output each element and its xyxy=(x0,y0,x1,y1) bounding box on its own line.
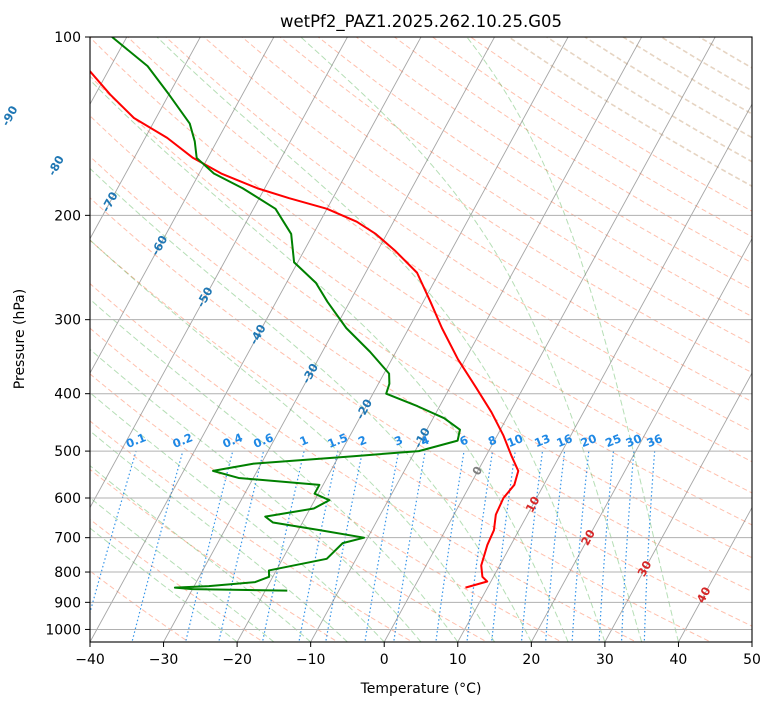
x-tick-label: −10 xyxy=(296,652,326,668)
mixing-ratio-label: 30 xyxy=(624,431,644,450)
chart-title: wetPf2_PAZ1.2025.262.10.25.G05 xyxy=(280,12,562,32)
isotherm-label: 20 xyxy=(578,527,598,548)
dry-adiabat xyxy=(356,37,752,290)
plot-area xyxy=(90,37,752,642)
moist-adiabat xyxy=(156,37,606,642)
mixing-ratio-label: 13 xyxy=(532,431,552,450)
dry-adiabat xyxy=(165,37,752,432)
mixing-ratio-line xyxy=(131,450,184,642)
mixing-ratio-label: 20 xyxy=(579,431,599,450)
isotherm-line xyxy=(163,37,496,642)
x-tick-label: −40 xyxy=(75,652,105,668)
isotherm-label: 40 xyxy=(694,584,714,605)
isotherm-label: 10 xyxy=(523,494,543,515)
moist-adiabat xyxy=(90,167,532,642)
moist-adiabat xyxy=(90,497,275,642)
x-tick-label: 0 xyxy=(380,652,389,668)
axes: −40 −30 −20 −10 0 10 20 30 40 50 100 200 300 400 500 60… xyxy=(45,30,761,668)
y-axis-label: Pressure (hPa) xyxy=(12,289,28,389)
dry-adiabat xyxy=(90,37,752,494)
mixing-ratio-line xyxy=(298,450,339,642)
x-tick-label: 20 xyxy=(522,652,540,668)
isotherm-line xyxy=(90,37,348,509)
mixing-ratio-label: 25 xyxy=(603,431,623,450)
x-tick-label: −20 xyxy=(222,652,252,668)
dry-adiabat xyxy=(90,327,563,642)
y-tick-label: 700 xyxy=(54,531,81,547)
dry-adiabat xyxy=(127,37,752,463)
x-axis-label: Temperature (°C) xyxy=(360,681,482,697)
y-tick-label: 100 xyxy=(54,30,81,46)
moist-adiabat xyxy=(90,239,495,642)
mixing-ratio-line xyxy=(643,451,656,642)
isotherm-line xyxy=(310,37,643,642)
temperature-profile xyxy=(90,69,520,589)
y-tick-label: 500 xyxy=(54,444,81,460)
y-tick-label: 400 xyxy=(54,387,81,403)
mixing-ratio-line xyxy=(185,450,234,642)
dry-adiabat xyxy=(90,115,752,559)
isotherm-line xyxy=(604,372,752,642)
y-tick-label: 300 xyxy=(54,313,81,329)
x-tick-label: 30 xyxy=(596,652,614,668)
mixing-ratio-line xyxy=(364,450,400,642)
x-tick-label: 10 xyxy=(449,652,467,668)
moist-adiabat xyxy=(466,37,679,642)
y-tick-label: 900 xyxy=(54,595,81,611)
x-tick-label: 50 xyxy=(743,652,761,668)
dry-adiabat xyxy=(203,37,752,403)
dewpoint-profile xyxy=(111,37,461,592)
dry-adiabat xyxy=(90,468,339,642)
x-tick-label: 40 xyxy=(670,652,688,668)
mixing-ratio-line xyxy=(218,450,265,642)
isotherm-line xyxy=(383,37,716,642)
isotherm-line xyxy=(236,37,569,642)
y-tick-label: 200 xyxy=(54,208,81,224)
moist-adiabat xyxy=(90,298,459,642)
dry-adiabat xyxy=(90,155,752,593)
isotherm-line xyxy=(457,103,752,642)
plot-frame xyxy=(89,36,753,643)
isotherm-label: 30 xyxy=(634,558,654,579)
isotherm-line xyxy=(530,237,752,642)
dry-adiabat xyxy=(317,37,752,318)
mixing-ratio-line xyxy=(325,450,364,642)
isotherm-line xyxy=(677,506,752,642)
isotherm-line xyxy=(90,37,275,375)
x-tick-label: −30 xyxy=(149,652,179,668)
moist-adiabat xyxy=(90,392,385,642)
mixing-ratio-label: 10 xyxy=(505,431,525,450)
moist-adiabat xyxy=(90,430,348,642)
mixing-ratio-label: 16 xyxy=(554,431,574,450)
y-tick-label: 800 xyxy=(54,565,81,581)
moist-adiabat xyxy=(90,527,238,642)
isotherm-line xyxy=(90,37,422,642)
mixing-ratio-label: 36 xyxy=(644,431,664,450)
moist-adiabat xyxy=(90,348,422,642)
y-tick-label: 600 xyxy=(54,491,81,507)
y-tick-label: 1000 xyxy=(45,622,81,638)
